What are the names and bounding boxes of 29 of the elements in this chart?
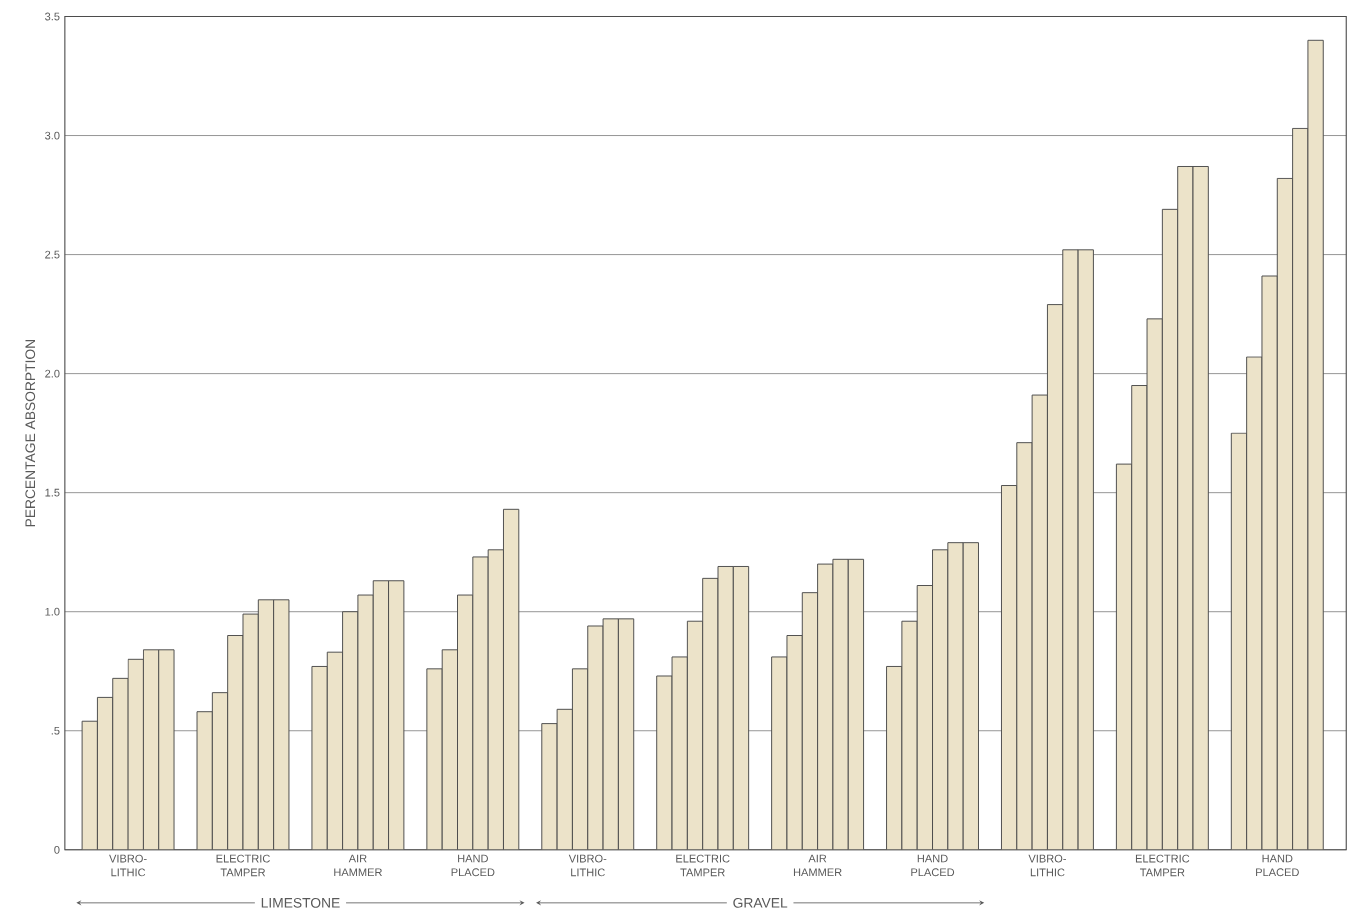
x-tick-label: HAND PLACED [1256,854,1299,877]
x-tick-label: VIBRO-LITHIC [109,854,147,877]
y-tick-label: 3.5 [45,12,60,21]
x-tick-label: HAND PLACED [911,854,955,877]
y-tick-label: 2.0 [45,369,60,378]
x-tick-label: HAND PLACED [451,854,495,877]
text: GRAVEL [733,898,788,908]
x-tick-label: VIBRO-LITHIC [568,854,607,877]
bar [1077,249,1094,850]
x-tick-label: ELECTRIC TAMPER [676,854,730,877]
x-tick-label: ELECTRIC TAMPER [216,854,270,877]
x-tick-label: AIR HAMMER [334,854,382,877]
y-tick-label: .5 [51,727,60,735]
bar [1307,39,1324,850]
text: LIMESTONE [261,898,340,908]
bar [541,723,558,850]
x-tick-label: VIBRO-LITHIC [1028,854,1066,877]
y-tick-label: 0 [54,846,60,854]
bar [771,656,788,850]
x-tick-label: AIR HAMMER [793,854,842,877]
y-tick-label: 2.5 [45,250,60,259]
x-tick-label: ELECTRIC TAMPER [1135,854,1190,877]
y-axis-title: PERCENTAGE ABSORPTION [25,340,36,527]
bar [1192,166,1209,850]
y-tick-label: 1.5 [45,488,60,497]
bar [886,666,903,850]
y-tick-label: 3.0 [45,131,60,140]
bar [656,675,673,850]
y-tick-label: 1.0 [45,607,60,616]
